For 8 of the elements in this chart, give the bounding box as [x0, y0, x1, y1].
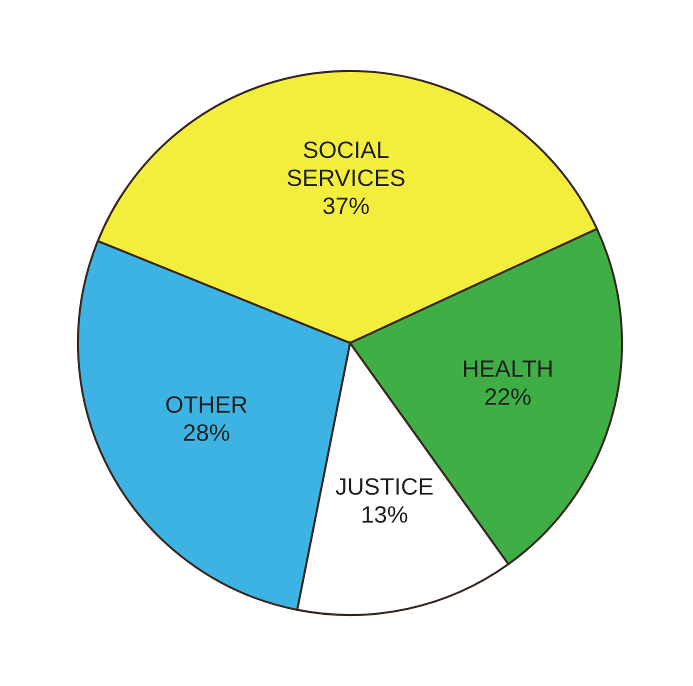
slice-label: JUSTICE: [336, 478, 433, 495]
slice-label: HEALTH: [464, 360, 552, 377]
data-label: 22%: [485, 388, 531, 405]
slice-label: OTHER: [166, 396, 247, 413]
data-label: 28%: [184, 424, 230, 441]
data-label: 37%: [323, 197, 369, 214]
slice-label: SOCIAL SERVICES: [288, 141, 404, 186]
data-label: 13%: [362, 506, 408, 523]
